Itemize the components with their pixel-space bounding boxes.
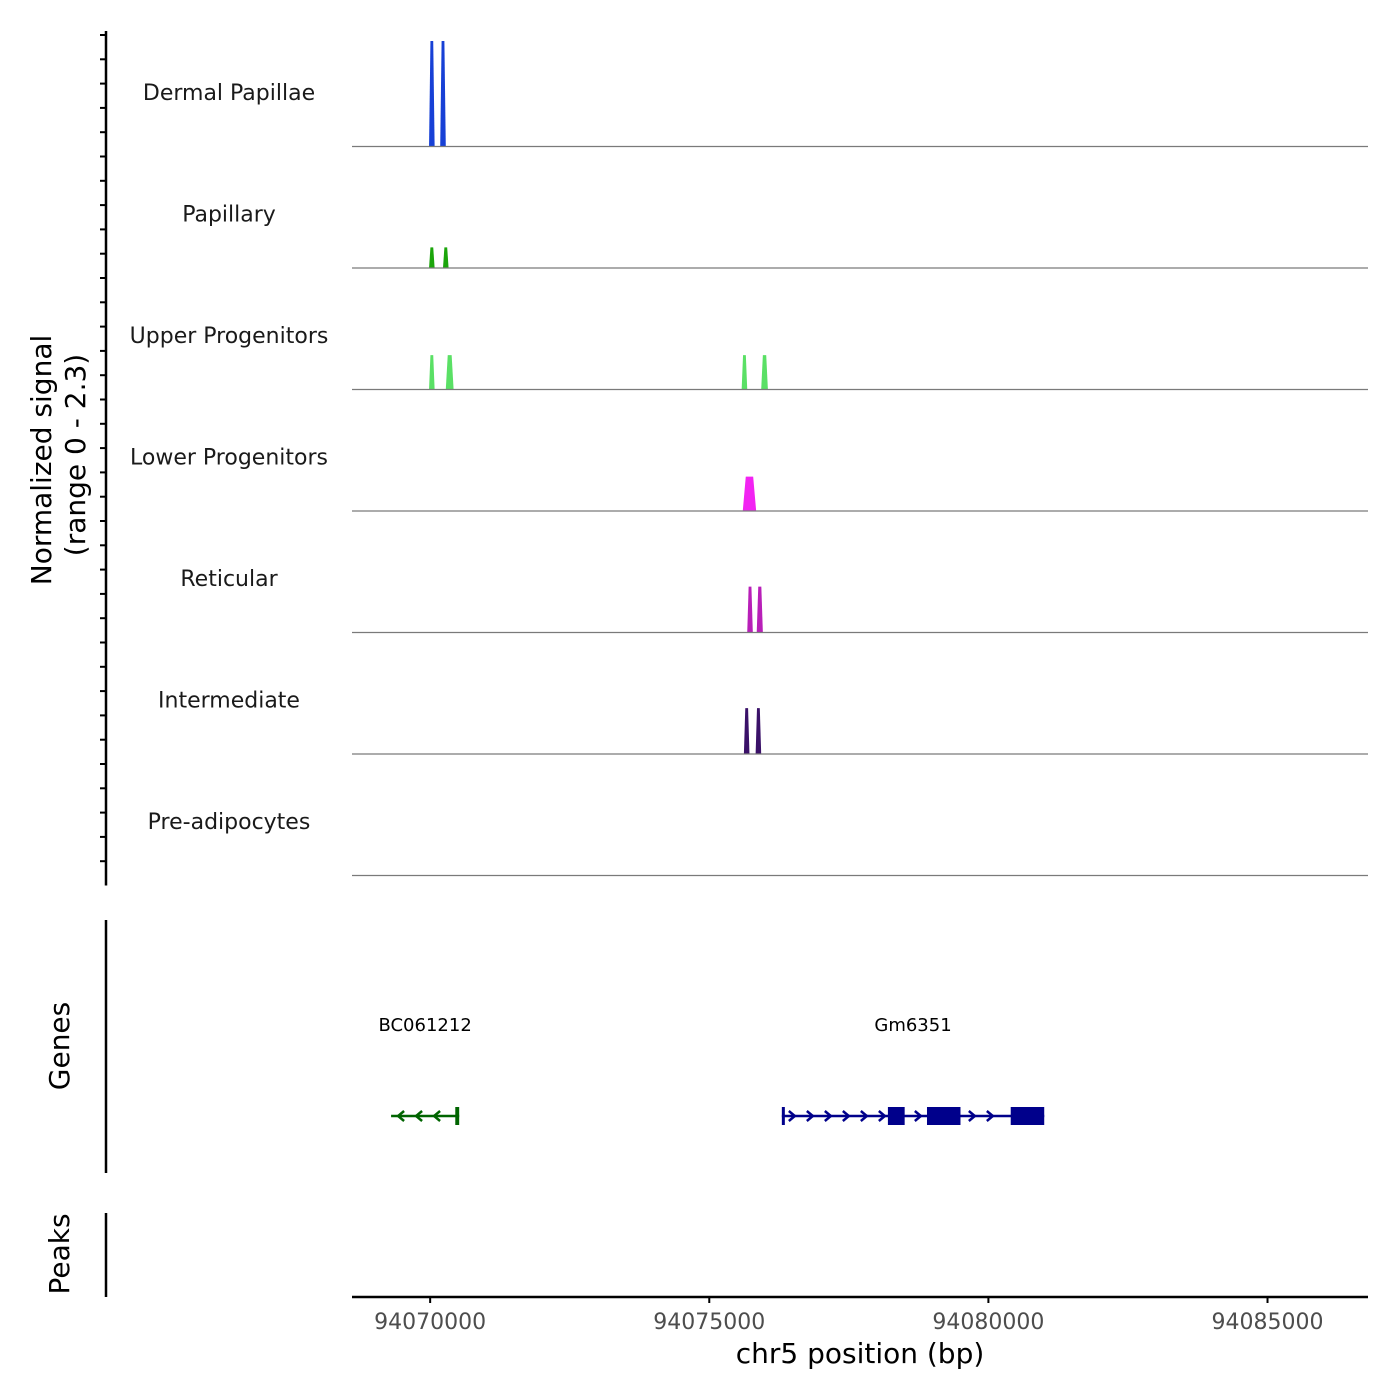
strand-arrow <box>414 1110 423 1122</box>
track-label: Lower Progenitors <box>130 446 328 471</box>
signal-peak <box>440 41 446 147</box>
signal-peak <box>741 355 748 390</box>
signal-peak <box>445 355 454 390</box>
peaks-panel-label: Peaks <box>43 1213 76 1294</box>
signal-peak <box>429 41 435 147</box>
strand-arrow <box>396 1110 405 1122</box>
gene-exon <box>887 1107 905 1125</box>
track-label: Pre-adipocytes <box>148 810 311 835</box>
strand-arrow <box>824 1110 833 1122</box>
signal-peak <box>742 476 757 511</box>
x-tick-label: 94080000 <box>932 1310 1044 1335</box>
signal-peak <box>743 708 750 754</box>
signal-peak <box>747 586 753 633</box>
signal-peak <box>761 355 768 390</box>
track-label: Papillary <box>182 203 276 228</box>
track-label: Dermal Papillae <box>143 81 315 106</box>
gene-exon <box>455 1107 460 1125</box>
x-tick-label: 94075000 <box>653 1310 765 1335</box>
strand-arrow <box>878 1110 887 1122</box>
gene-exon <box>926 1107 961 1125</box>
track-label: Upper Progenitors <box>130 324 329 349</box>
strand-arrow <box>986 1110 995 1122</box>
strand-arrow <box>968 1110 977 1122</box>
signal-peak <box>442 247 449 268</box>
signal-peak <box>429 247 435 268</box>
genes-panel-label: Genes <box>43 1002 76 1090</box>
x-axis-title: chr5 position (bp) <box>736 1337 985 1370</box>
x-tick-label: 94085000 <box>1212 1310 1324 1335</box>
signal-axis-range: (range 0 - 2.3) <box>59 354 92 556</box>
signal-peak <box>756 586 763 633</box>
gene-exon <box>781 1107 785 1125</box>
strand-arrow <box>806 1110 815 1122</box>
gene-name-label: Gm6351 <box>874 1015 951 1036</box>
signal-peak <box>755 708 762 754</box>
signal-peak <box>429 355 435 390</box>
strand-arrow <box>842 1110 851 1122</box>
strand-arrow <box>788 1110 797 1122</box>
track-label: Intermediate <box>158 689 300 714</box>
gene-name-label: BC061212 <box>378 1015 471 1036</box>
strand-arrow <box>432 1110 441 1122</box>
gene-exon <box>1010 1107 1045 1125</box>
track-label: Reticular <box>180 567 278 592</box>
strand-arrow <box>860 1110 869 1122</box>
strand-arrow <box>914 1110 923 1122</box>
x-tick-label: 94070000 <box>374 1310 486 1335</box>
signal-axis-title: Normalized signal <box>25 335 58 586</box>
